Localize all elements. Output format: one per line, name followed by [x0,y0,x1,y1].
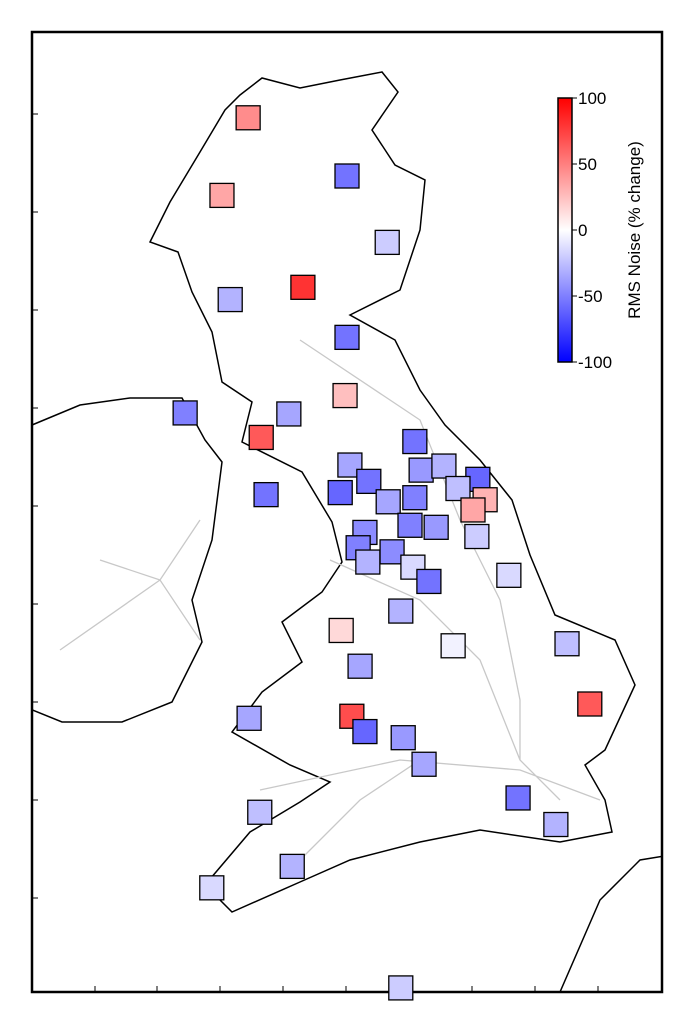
station [332,382,358,409]
station [408,457,434,483]
station [374,229,400,256]
station [290,274,316,300]
station [402,428,428,455]
station [416,568,442,595]
roads [59,339,601,861]
station [577,691,603,717]
station [388,975,414,1001]
station [247,799,273,825]
station [217,286,243,313]
frame [30,30,664,994]
station [464,523,490,550]
colorbar-title: RMS Noise (% change) [625,141,644,319]
station [543,811,569,838]
colorbar-tick-label: -50 [578,287,603,306]
station [279,853,305,880]
station [334,163,360,189]
station [496,562,522,588]
colorbar-tick-label: -100 [578,353,612,372]
station [334,324,360,351]
station [423,514,449,540]
france [559,855,662,992]
station [505,785,531,811]
station [440,633,466,659]
station [375,489,401,515]
station [276,401,302,427]
station [248,424,274,451]
station [460,497,486,523]
station [431,453,457,479]
station [352,718,378,745]
colorbar-tick-label: 100 [578,89,606,108]
colorbar-tick-label: 50 [578,155,597,174]
station [355,549,381,575]
ireland [32,397,223,723]
station [235,105,261,131]
station [388,598,414,624]
station [199,875,225,901]
station [554,631,580,657]
station [172,400,198,426]
station [390,725,416,751]
station [328,617,354,644]
station [253,481,279,508]
colorbar: RMS Noise (% change) 100 50 0 -50 -100 [557,89,644,372]
station [411,751,437,777]
station [209,182,235,209]
station [327,479,353,506]
colorbar-tick-label: 0 [578,221,587,240]
station [347,653,373,679]
station [397,512,423,538]
station [236,705,262,731]
stations [172,105,603,1001]
colorbar-scale [557,97,573,363]
station [445,475,471,502]
station [402,485,428,511]
station [379,539,405,565]
